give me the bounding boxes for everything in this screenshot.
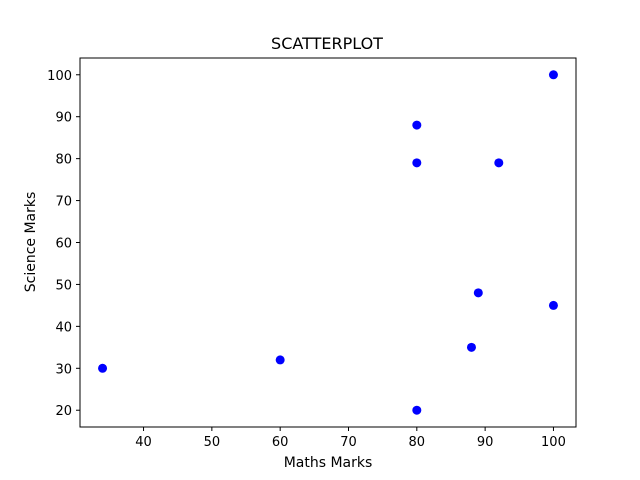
scatter-point [548, 300, 558, 310]
chart-title: SCATTERPLOT [271, 34, 383, 53]
scatter-point [412, 158, 422, 168]
scatter-point [275, 355, 285, 365]
y-tick-label: 30 [55, 362, 72, 377]
y-tick-label: 20 [55, 404, 72, 419]
y-tick-label: 40 [55, 320, 72, 335]
x-tick-label: 80 [409, 435, 426, 450]
y-tick-label: 60 [55, 237, 72, 252]
x-tick-label: 50 [204, 435, 221, 450]
y-axis: 20 30 40 50 60 70 80 90 100 [47, 69, 80, 419]
y-tick-label: 50 [55, 278, 72, 293]
y-axis-label: Science Marks [23, 192, 39, 293]
x-tick-label: 40 [135, 435, 152, 450]
x-tick-label: 100 [541, 435, 566, 450]
scatter-point [412, 120, 422, 130]
scatter-point [98, 363, 108, 373]
scatter-point [412, 405, 422, 415]
x-tick-label: 90 [477, 435, 494, 450]
x-tick-label: 60 [272, 435, 289, 450]
scatter-point [466, 342, 476, 352]
x-tick-label: 70 [340, 435, 357, 450]
scatter-point [548, 70, 558, 80]
data-points [98, 70, 558, 415]
scatter-point [494, 158, 504, 168]
scatter-point [473, 288, 483, 298]
plot-area-frame [79, 57, 577, 428]
x-axis-label: Maths Marks [284, 455, 373, 471]
y-tick-label: 100 [47, 69, 72, 84]
y-tick-label: 70 [55, 195, 72, 210]
y-tick-label: 90 [55, 111, 72, 126]
x-axis: 40 50 60 70 80 90 100 [135, 427, 566, 450]
y-tick-label: 80 [55, 153, 72, 168]
